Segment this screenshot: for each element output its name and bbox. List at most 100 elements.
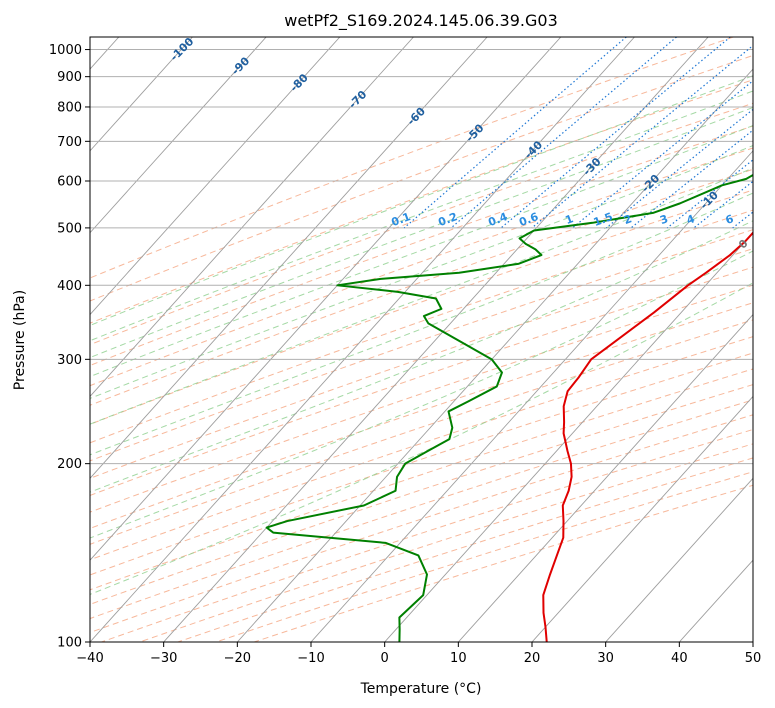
mixing-ratio-line <box>572 80 753 229</box>
x-tick-label: −20 <box>224 651 251 666</box>
mixing-ratio-label: 0.6 <box>517 210 540 229</box>
dry-adiabat <box>90 248 753 479</box>
dry-adiabat <box>90 319 753 545</box>
moist-adiabat <box>90 167 753 425</box>
dry-adiabat <box>90 209 753 444</box>
isotherm-line <box>90 37 635 642</box>
dry-adiabat <box>90 189 753 425</box>
y-tick-label: 500 <box>57 221 82 236</box>
dry-adiabat <box>90 399 753 620</box>
dry-adiabat <box>90 266 753 496</box>
moist-adiabat <box>90 90 753 342</box>
y-axis: 100 200 300 400 500 600 700 800 900 1000 <box>49 43 90 651</box>
isotherm-line <box>90 37 341 316</box>
y-tick-label: 400 <box>57 279 82 294</box>
moist-adiabat <box>90 124 753 378</box>
mixing-ratio-line <box>531 44 753 229</box>
y-tick-label: 1000 <box>49 43 82 58</box>
mixing-ratio-label: 8 <box>752 212 764 227</box>
mixing-ratio-lines <box>403 37 775 229</box>
dry-adiabat <box>90 168 753 406</box>
mixing-ratio-line <box>666 159 753 229</box>
dry-adiabat <box>90 368 753 591</box>
dewpoint-line <box>265 173 753 642</box>
chart-title: wetPf2_S169.2024.145.06.39.G03 <box>284 11 558 31</box>
moist-adiabat <box>90 192 753 456</box>
moist-adiabat <box>90 250 753 539</box>
isotherm-line <box>90 37 562 561</box>
x-tick-label: 20 <box>524 651 541 666</box>
dry-adiabat <box>90 302 753 529</box>
mixing-ratio-label: 0.1 <box>390 210 413 229</box>
x-tick-label: 30 <box>597 651 614 666</box>
dry-adiabats <box>90 37 753 642</box>
dry-adiabat <box>90 352 753 576</box>
mixing-ratio-label: 1 <box>563 212 575 227</box>
y-tick-label: 100 <box>57 636 82 651</box>
y-tick-label: 600 <box>57 174 82 189</box>
dry-adiabat <box>90 79 753 324</box>
x-tick-label: 40 <box>671 651 688 666</box>
isotherm-line <box>752 641 753 642</box>
plot-frame <box>89 36 754 643</box>
profile-series <box>265 173 753 642</box>
mixing-ratio-line <box>403 37 627 229</box>
isotherms <box>90 37 753 642</box>
mixing-ratio-label: 3 <box>658 212 670 227</box>
mixing-ratio-line <box>500 37 731 229</box>
y-tick-label: 900 <box>57 70 82 85</box>
isotherm-line <box>90 37 267 234</box>
dry-adiabat <box>90 229 753 462</box>
dry-adiabat <box>90 414 753 634</box>
x-tick-label: 50 <box>745 651 762 666</box>
y-tick-label: 200 <box>57 457 82 472</box>
isotherm-line <box>90 37 414 398</box>
dry-adiabat <box>90 125 753 367</box>
dry-adiabat <box>101 428 753 642</box>
dry-adiabat <box>215 471 753 642</box>
x-tick-label: 0 <box>381 651 389 666</box>
moist-adiabat <box>90 75 753 326</box>
dry-adiabat <box>90 37 734 279</box>
x-tick-label: 10 <box>450 651 467 666</box>
mixing-ratio-line <box>630 129 753 229</box>
moist-adiabat <box>90 106 753 359</box>
moist-adiabat <box>90 220 753 493</box>
isotherm-line <box>310 150 753 642</box>
mixing-ratio-line <box>605 108 753 229</box>
y-tick-label: 700 <box>57 135 82 150</box>
x-axis: −40 −30 −20 −10 0 10 20 30 40 50 <box>76 642 761 666</box>
y-axis-label: Pressure (hPa) <box>12 290 28 390</box>
dry-adiabat <box>90 102 753 346</box>
mixing-ratio-line <box>693 180 753 229</box>
y-tick-label: 300 <box>57 353 82 368</box>
dry-adiabat <box>90 384 753 605</box>
mixing-ratio-line <box>761 37 775 228</box>
temperature-line <box>542 231 753 642</box>
dry-adiabat <box>90 54 753 302</box>
mixing-ratio-labels: 0.10.20.40.611.52346810131620253036 <box>390 210 764 229</box>
pressure-gridlines <box>90 49 753 642</box>
dry-adiabat <box>90 336 753 561</box>
isotherm-line <box>457 313 753 642</box>
mixing-ratio-label: 0.2 <box>436 210 459 229</box>
x-tick-label: −30 <box>150 651 177 666</box>
plot-area: -100-90-80-70-60-50-40-30-20-10010203040… <box>90 37 775 642</box>
isotherm-line <box>531 395 753 642</box>
isotherm-line <box>90 37 488 479</box>
x-axis-label: Temperature (°C) <box>360 681 482 697</box>
isotherm-line <box>605 477 753 642</box>
x-tick-label: −10 <box>297 651 324 666</box>
x-tick-label: −40 <box>76 651 103 666</box>
y-tick-label: 800 <box>57 100 82 115</box>
dry-adiabat <box>90 284 753 513</box>
mixing-ratio-label: 0.4 <box>486 210 509 229</box>
mixing-ratio-label: 1.5 <box>592 210 615 229</box>
moist-adiabats <box>90 75 753 595</box>
isotherm-line <box>236 68 753 642</box>
mixing-ratio-line <box>450 37 677 229</box>
isotherm-line <box>163 37 709 642</box>
mixing-ratio-label: 6 <box>724 212 736 227</box>
